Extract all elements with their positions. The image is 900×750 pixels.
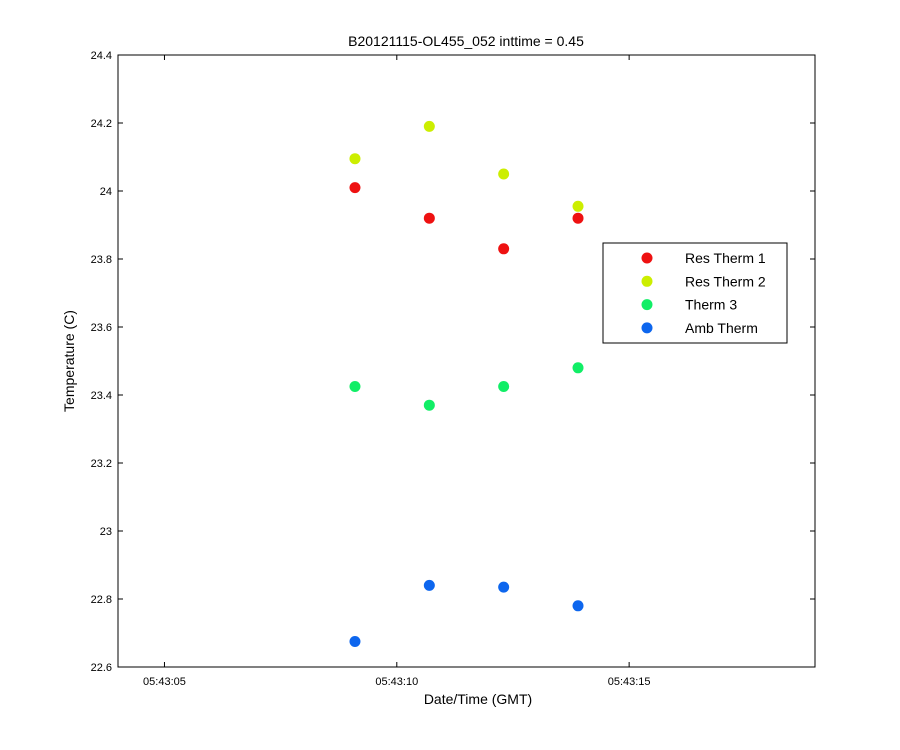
legend: Res Therm 1 Res Therm 2 Therm 3 Amb Therm — [602, 242, 788, 344]
x-tick-label: 05:43:10 — [375, 676, 418, 688]
chart-title: B20121115-OL455_052 inttime = 0.45 — [348, 33, 584, 49]
legend-label-amb-therm: Amb Therm — [685, 320, 758, 336]
data-point-amb-therm — [572, 600, 584, 612]
data-point-therm-3 — [572, 362, 584, 374]
legend-marker-res-therm-1 — [641, 252, 653, 264]
y-tick-label: 24.4 — [91, 50, 112, 62]
data-point-res-therm-2 — [349, 153, 361, 165]
y-tick-label: 22.8 — [91, 594, 112, 606]
y-tick-label: 23.6 — [91, 322, 112, 334]
data-point-res-therm-1 — [498, 243, 510, 255]
data-point-res-therm-1 — [572, 212, 584, 224]
data-point-res-therm-1 — [349, 182, 361, 194]
x-tick-label: 05:43:05 — [143, 676, 186, 688]
data-point-therm-3 — [423, 399, 435, 411]
y-tick-label: 23.8 — [91, 254, 112, 266]
y-tick-label: 22.6 — [91, 662, 112, 674]
y-tick-label: 24 — [100, 186, 112, 198]
x-axis-title: Date/Time (GMT) — [424, 691, 532, 707]
legend-marker-res-therm-2 — [641, 275, 653, 287]
y-tick-label: 23.4 — [91, 390, 112, 402]
x-tick-label: 05:43:15 — [608, 676, 651, 688]
data-point-amb-therm — [423, 579, 435, 591]
data-point-res-therm-2 — [498, 168, 510, 180]
data-point-therm-3 — [349, 381, 361, 392]
y-tick-label: 24.2 — [91, 118, 112, 130]
data-point-res-therm-2 — [572, 200, 584, 212]
data-point-res-therm-2 — [423, 120, 435, 132]
y-tick-label: 23.2 — [91, 458, 112, 470]
legend-marker-therm-3 — [641, 299, 653, 311]
data-point-amb-therm — [349, 636, 361, 647]
data-point-res-therm-1 — [423, 212, 435, 224]
plot-area — [117, 54, 816, 668]
data-point-therm-3 — [498, 381, 510, 392]
legend-label-res-therm-2: Res Therm 2 — [685, 273, 766, 289]
data-points — [349, 120, 584, 647]
legend-marker-amb-therm — [641, 322, 653, 334]
axis-ticks: 22.6 22.8 23 23.2 23.4 23.6 23.8 24 24.2 24.4 05:4… — [91, 50, 815, 688]
y-tick-label: 23 — [100, 526, 112, 538]
legend-label-therm-3: Therm 3 — [685, 297, 737, 313]
legend-label-res-therm-1: Res Therm 1 — [685, 250, 766, 266]
legend-box — [602, 242, 788, 344]
y-axis-title: Temperature (C) — [61, 310, 77, 412]
data-point-amb-therm — [498, 581, 510, 593]
